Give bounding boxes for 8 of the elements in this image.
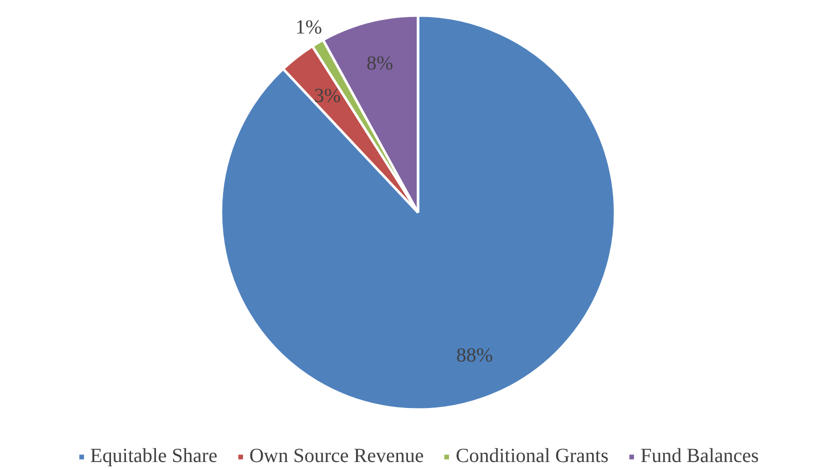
legend-label: Equitable Share: [90, 445, 218, 468]
legend-label: Fund Balances: [640, 445, 759, 468]
data-label: 8%: [366, 52, 394, 75]
data-label: 88%: [456, 344, 493, 366]
data-label: 1%: [295, 16, 322, 39]
legend-label: Own Source Revenue: [249, 445, 424, 468]
data-label: 3%: [314, 84, 341, 107]
legend-label: Conditional Grants: [456, 445, 609, 468]
